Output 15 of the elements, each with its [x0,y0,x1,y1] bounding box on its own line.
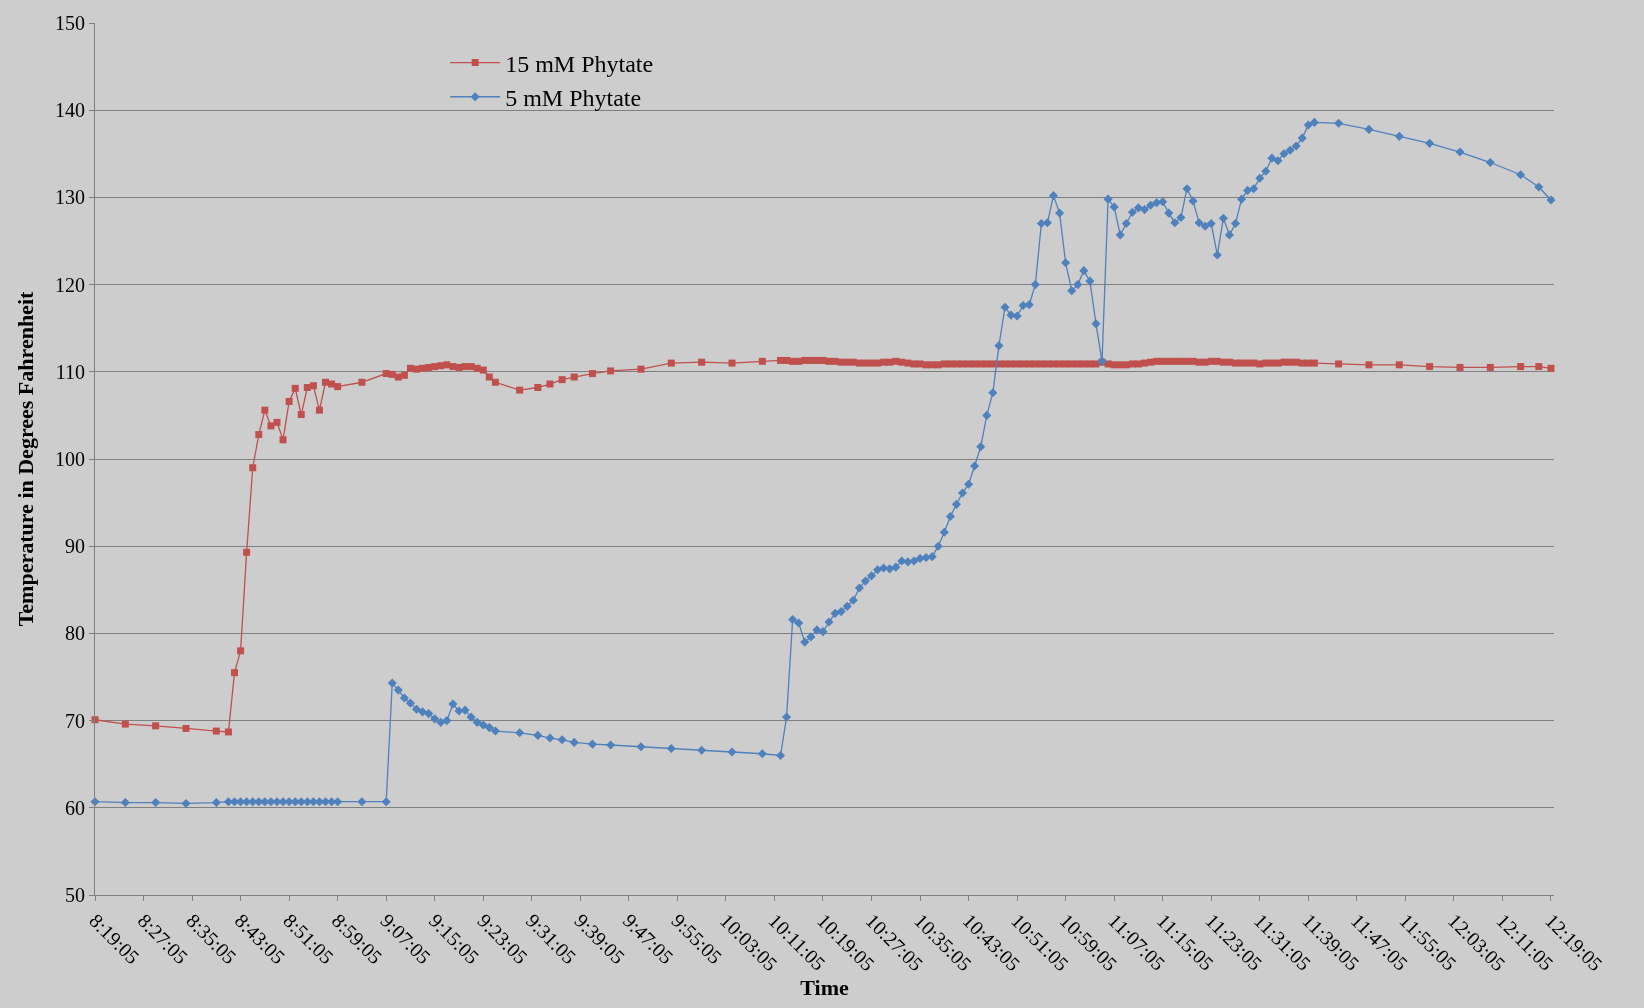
x-axis-title: Time [800,975,849,1001]
legend-label: 5 mM Phytate [505,85,642,112]
y-tick-label: 70 [65,709,85,732]
y-tick-label: 100 [55,448,85,470]
y-tick-label: 120 [55,273,85,296]
y-tick-label: 140 [55,99,85,122]
y-tick-label: 130 [55,186,85,209]
legend-label: 15 mM Phytate [505,50,654,77]
y-axis-title: Temperature in Degrees Fahrenheit [12,291,38,627]
y-tick-label: 60 [65,796,85,819]
y-tick-label: 80 [65,622,85,645]
y-tick-label: 50 [65,884,85,906]
y-tick-label: 150 [55,12,85,34]
y-tick-label: 90 [65,535,85,558]
y-tick-label: 110 [55,360,85,383]
